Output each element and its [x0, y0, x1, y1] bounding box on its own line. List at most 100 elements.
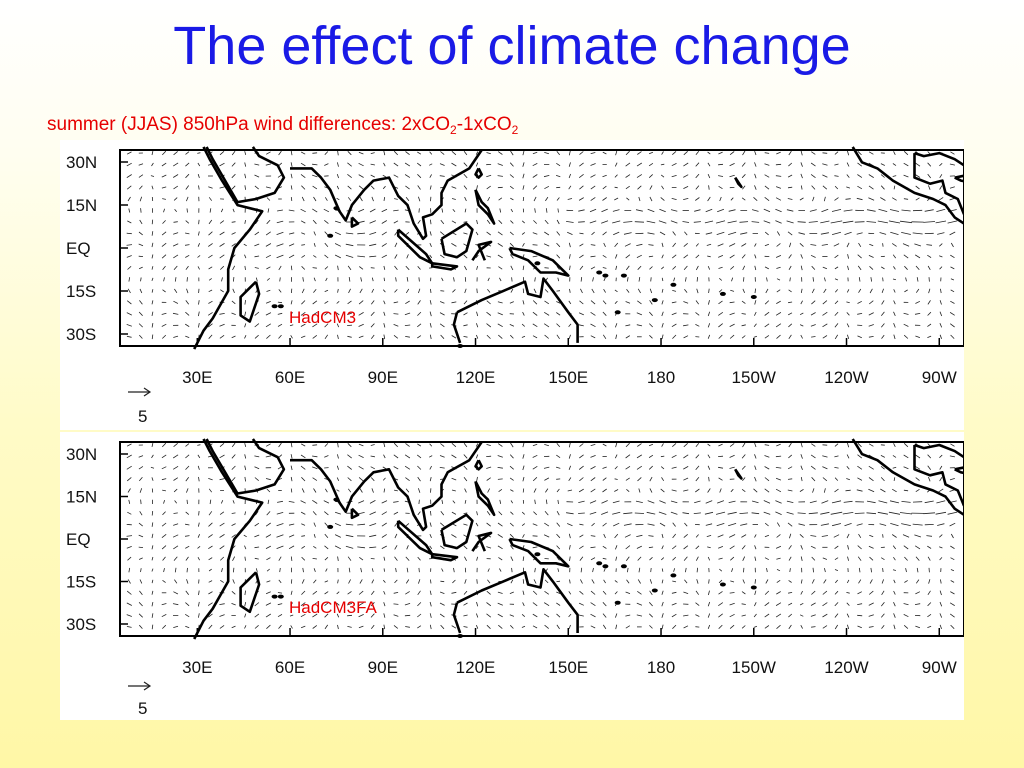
coastline — [851, 438, 964, 518]
wind-vector — [915, 288, 920, 293]
wind-vector — [842, 220, 854, 224]
wind-vector — [347, 465, 352, 470]
wind-vector — [254, 185, 259, 190]
wind-vector — [521, 614, 526, 617]
wind-vector — [729, 592, 735, 594]
wind-vector — [638, 277, 641, 282]
wind-vector — [868, 443, 874, 447]
wind-vector — [337, 162, 339, 167]
wind-vector — [834, 334, 839, 340]
wind-vector — [451, 198, 456, 200]
wind-vector — [430, 510, 432, 516]
wind-vector — [313, 579, 317, 584]
wind-vector — [219, 334, 225, 339]
wind-vector — [764, 590, 770, 595]
wind-vector — [810, 465, 816, 470]
wind-vector — [834, 613, 839, 618]
wind-vector — [138, 243, 144, 247]
wind-vector — [128, 567, 131, 573]
wind-vector — [672, 624, 677, 629]
wind-vector — [430, 219, 432, 225]
wind-vector — [498, 624, 503, 629]
wind-vector — [741, 614, 746, 617]
wind-vector — [847, 254, 849, 259]
wind-vector — [186, 288, 189, 294]
wind-vector — [370, 613, 375, 618]
wind-vector — [683, 614, 689, 617]
wind-vector — [557, 208, 559, 213]
wind-vector — [706, 535, 712, 537]
wind-vector — [603, 277, 606, 282]
wind-vector — [417, 220, 421, 224]
wind-vector — [370, 444, 375, 446]
wind-vector — [324, 488, 328, 493]
wind-vector — [741, 335, 746, 339]
wind-vector — [509, 231, 514, 236]
wind-vector — [579, 162, 584, 167]
wind-vector — [476, 334, 479, 339]
wind-vector — [452, 500, 456, 504]
wind-vector — [151, 545, 154, 550]
wind-vector — [754, 602, 757, 607]
wind-vector — [868, 255, 874, 258]
wind-vector — [265, 163, 272, 166]
wind-vector — [161, 545, 167, 550]
wind-vector — [708, 476, 710, 482]
wind-vector — [487, 288, 491, 293]
wind-vector — [336, 613, 340, 618]
wind-vector — [369, 220, 376, 224]
wind-vector — [441, 277, 444, 282]
wind-vector — [254, 231, 260, 236]
longitude-label: 180 — [647, 368, 675, 387]
wind-vector — [185, 511, 190, 515]
wind-vector — [301, 300, 306, 305]
wind-vector — [612, 209, 620, 212]
wind-vector — [847, 334, 850, 340]
island — [620, 273, 627, 278]
wind-vector — [300, 602, 306, 607]
wind-vector — [625, 614, 631, 617]
wind-vector — [949, 602, 955, 606]
wind-vector — [704, 511, 714, 515]
wind-vector — [800, 590, 803, 595]
wind-vector — [393, 603, 399, 605]
wind-vector — [453, 567, 455, 573]
wind-vector — [765, 579, 769, 584]
longitude-label: 120W — [824, 658, 868, 677]
wind-vector — [950, 443, 955, 447]
island — [271, 304, 278, 309]
wind-vector — [300, 208, 306, 213]
wind-vector — [707, 443, 711, 447]
wind-vector — [556, 533, 561, 539]
wind-vector — [718, 151, 723, 155]
wind-vector — [834, 569, 839, 571]
coastline — [508, 537, 570, 568]
wind-vector — [820, 220, 830, 224]
wind-vector — [868, 590, 874, 595]
wind-vector — [590, 613, 596, 618]
wind-vector — [857, 625, 862, 629]
longitude-axis: 30E 60E 90E 120E 150E 180 150W 120W 90W — [182, 628, 957, 677]
wind-vector — [847, 545, 849, 550]
wind-vector — [254, 534, 260, 538]
wind-vector — [312, 163, 318, 166]
wind-vector — [659, 208, 666, 213]
wind-vector — [800, 465, 803, 470]
wind-vector — [682, 221, 690, 223]
wind-vector — [741, 591, 746, 595]
wind-vector — [150, 175, 155, 177]
wind-vector — [220, 500, 224, 504]
wind-vector — [741, 603, 746, 605]
wind-vector — [197, 162, 201, 167]
wind-vector — [383, 334, 386, 340]
wind-vector — [486, 466, 492, 469]
wind-vector — [509, 545, 514, 550]
wind-vector — [893, 443, 896, 447]
wind-vector — [394, 556, 398, 561]
wind-vector — [808, 512, 818, 515]
wind-vector — [903, 312, 909, 315]
wind-vector — [334, 243, 341, 247]
wind-vector — [233, 277, 235, 282]
model-label: HadCM3 — [289, 308, 356, 327]
